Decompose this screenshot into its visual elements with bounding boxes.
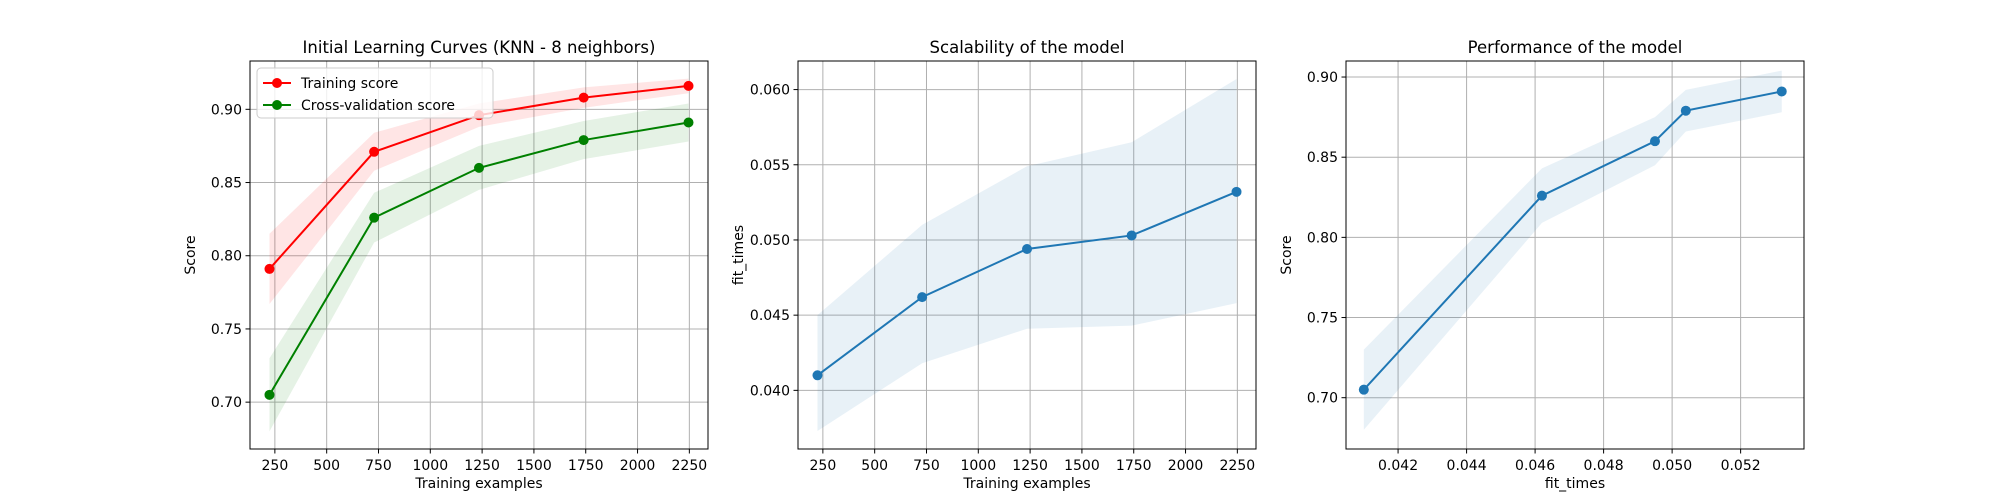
grid — [798, 61, 1256, 449]
y-axis-label: Score — [183, 235, 199, 274]
y-axis-label: fit_times — [731, 225, 747, 285]
data-point — [578, 135, 589, 146]
data-point — [369, 146, 380, 157]
chart-panel-1: 250 500 750 1000 1250 1500 1750 2000 22500.700.7… — [183, 38, 709, 492]
x-tick-label: 500 — [861, 458, 888, 474]
x-tick-label: 250 — [262, 458, 289, 474]
x-axis-label: Training examples — [962, 476, 1090, 492]
x-tick-label: 0.050 — [1652, 458, 1692, 474]
y-tick-label: 0.80 — [1307, 230, 1338, 246]
confidence-band — [817, 79, 1237, 431]
legend-item: Cross-validation score — [263, 98, 455, 114]
x-tick-label: 1000 — [960, 458, 996, 474]
confidence-band — [269, 78, 689, 305]
confidence-band — [269, 103, 689, 432]
x-tick-label: 1750 — [1116, 458, 1152, 474]
legend-item: Training score — [263, 76, 398, 92]
chart-panel-3: 0.042 0.044 0.046 0.048 0.050 0.0520.700.750.… — [1279, 38, 1805, 492]
axes-frame — [249, 60, 709, 450]
data-point — [264, 263, 275, 274]
x-tick-label: 2250 — [1220, 458, 1256, 474]
series-1 — [812, 79, 1242, 431]
x-axis-label: fit_times — [1545, 476, 1605, 492]
data-point — [369, 212, 380, 223]
data-point — [683, 117, 694, 128]
x-tick-label: 1750 — [568, 458, 604, 474]
y-tick-label: 0.75 — [211, 322, 242, 338]
data-point — [1536, 190, 1547, 201]
y-tick-label: 0.050 — [750, 233, 790, 249]
y-axis: 0.70 0.75 0.80 0.85 0.90 — [211, 102, 250, 411]
y-tick-label: 0.85 — [211, 176, 242, 192]
x-tick-label: 1500 — [1064, 458, 1100, 474]
x-tick-label: 2000 — [620, 458, 656, 474]
data-point — [1649, 136, 1660, 147]
data-point — [264, 389, 275, 400]
x-tick-label: 0.044 — [1447, 458, 1487, 474]
x-axis-label: Training examples — [414, 476, 542, 492]
legend: Training score Cross-validation score — [256, 67, 494, 119]
data-point — [1126, 230, 1137, 241]
x-axis: 250 500 750 1000 1250 1500 1750 2000 2250 — [262, 449, 708, 474]
y-tick-label: 0.90 — [1307, 70, 1338, 86]
series-2 — [264, 103, 694, 432]
x-tick-label: 1250 — [464, 458, 500, 474]
y-axis: 0.040 0.045 0.050 0.055 0.060 — [750, 83, 798, 399]
chart-panel-2: 250 500 750 1000 1250 1500 1750 2000 22500.0400.… — [731, 38, 1257, 492]
x-tick-label: 1500 — [516, 458, 552, 474]
data-point — [1358, 384, 1369, 395]
legend-box — [256, 67, 494, 119]
x-tick-label: 500 — [313, 458, 340, 474]
y-axis: 0.70 0.75 0.80 0.85 0.90 — [1307, 70, 1346, 407]
data-point — [683, 80, 694, 91]
y-tick-label: 0.80 — [211, 249, 242, 265]
y-tick-label: 0.75 — [1307, 311, 1338, 327]
data-point — [1680, 105, 1691, 116]
x-tick-label: 0.042 — [1378, 458, 1418, 474]
x-tick-label: 0.046 — [1515, 458, 1555, 474]
x-tick-label: 1000 — [412, 458, 448, 474]
x-tick-label: 750 — [365, 458, 392, 474]
y-tick-label: 0.70 — [1307, 391, 1338, 407]
x-tick-label: 1250 — [1012, 458, 1048, 474]
x-tick-label: 2000 — [1168, 458, 1204, 474]
chart-title: Performance of the model — [1468, 38, 1683, 57]
legend-label: Training score — [300, 76, 398, 92]
data-point — [917, 292, 928, 303]
y-tick-label: 0.045 — [750, 308, 790, 324]
data-point — [578, 92, 589, 103]
grid — [1346, 61, 1804, 449]
y-tick-label: 0.040 — [750, 383, 790, 399]
y-tick-label: 0.85 — [1307, 150, 1338, 166]
chart-title: Initial Learning Curves (KNN - 8 neighbo… — [303, 38, 656, 57]
x-tick-label: 0.048 — [1584, 458, 1624, 474]
x-tick-label: 750 — [913, 458, 940, 474]
x-tick-label: 250 — [810, 458, 837, 474]
series-1 — [1358, 70, 1787, 430]
data-point — [474, 162, 484, 173]
data-point — [812, 370, 823, 381]
y-tick-label: 0.70 — [211, 395, 242, 411]
chart-title: Scalability of the model — [930, 38, 1125, 57]
y-tick-label: 0.060 — [750, 83, 790, 99]
legend-swatch-marker — [272, 78, 282, 88]
y-tick-label: 0.055 — [750, 158, 790, 174]
axes-frame — [1345, 60, 1805, 450]
data-point — [1776, 86, 1787, 97]
data-point — [1231, 186, 1242, 197]
data-point — [1022, 243, 1032, 254]
legend-label: Cross-validation score — [301, 98, 455, 114]
confidence-band — [1363, 70, 1782, 430]
x-tick-label: 0.052 — [1721, 458, 1761, 474]
x-axis: 0.042 0.044 0.046 0.048 0.050 0.052 — [1378, 449, 1761, 474]
y-axis-label: Score — [1279, 235, 1295, 274]
legend-swatch-marker — [272, 100, 282, 110]
y-tick-label: 0.90 — [211, 102, 242, 118]
axes-frame — [797, 60, 1257, 450]
x-axis: 250 500 750 1000 1250 1500 1750 2000 2250 — [810, 449, 1256, 474]
x-tick-label: 2250 — [672, 458, 708, 474]
